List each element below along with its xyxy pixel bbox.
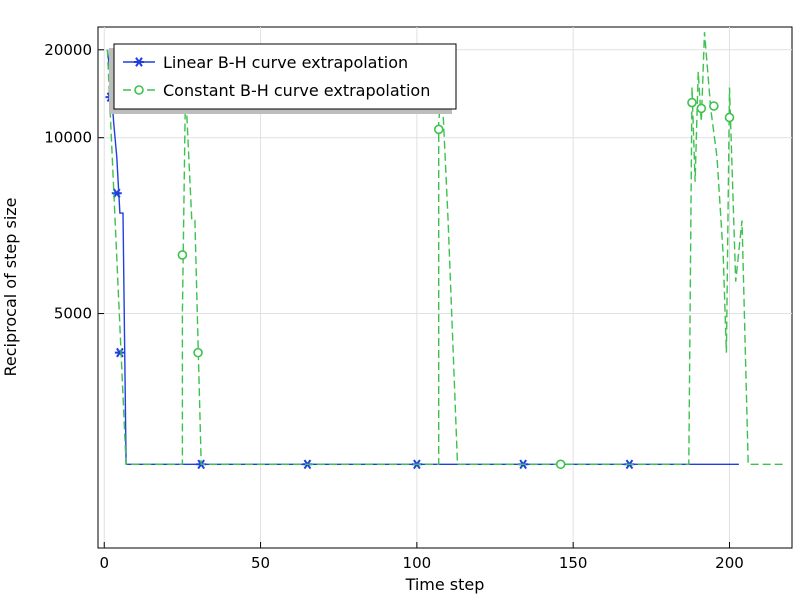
legend-marker-icon <box>134 57 144 67</box>
data-point <box>177 250 188 260</box>
y-tick-label: 5000 <box>54 305 92 323</box>
data-point <box>433 124 444 135</box>
legend-box <box>113 43 457 110</box>
x-tick-label: 50 <box>251 554 270 572</box>
series-line <box>106 32 786 465</box>
data-point <box>555 459 566 470</box>
data-point <box>193 347 203 358</box>
x-axis-label: Time step <box>405 575 485 594</box>
y-tick-label: 20000 <box>44 41 92 59</box>
y-tick-label: 10000 <box>44 129 92 147</box>
x-tick-label: 200 <box>715 554 744 572</box>
legend: Linear B-H curve extrapolation Constant … <box>109 43 457 114</box>
x-tick-label: 100 <box>403 554 432 572</box>
legend-marker-linear <box>134 57 144 67</box>
ticks: 0 50 100 150 200 5000 10000 20000 <box>44 41 744 572</box>
legend-marker-constant <box>134 85 144 95</box>
y-axis-label: Reciprocal of step size <box>1 197 20 376</box>
data-point <box>709 101 719 111</box>
x-tick-label: 0 <box>99 554 109 572</box>
data-point <box>724 112 735 123</box>
legend-marker-icon <box>134 85 144 95</box>
legend-label-linear: Linear B-H curve extrapolation <box>163 53 408 72</box>
data-point <box>696 103 707 114</box>
data-point <box>111 188 122 199</box>
series-1 <box>106 32 786 470</box>
data-point <box>687 97 697 108</box>
legend-label-constant: Constant B-H curve extrapolation <box>163 81 430 100</box>
x-tick-label: 150 <box>559 554 588 572</box>
